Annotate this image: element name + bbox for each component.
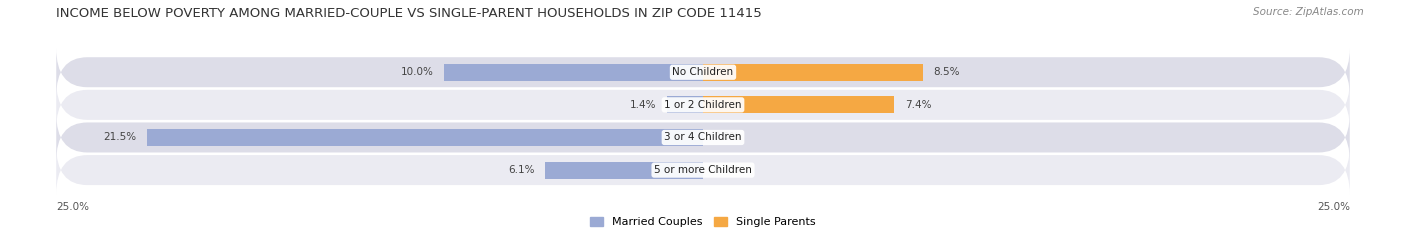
Text: Source: ZipAtlas.com: Source: ZipAtlas.com (1253, 7, 1364, 17)
Text: 1.4%: 1.4% (630, 100, 657, 110)
Bar (546, 162, 703, 178)
Text: 8.5%: 8.5% (934, 67, 960, 77)
Legend: Married Couples, Single Parents: Married Couples, Single Parents (591, 217, 815, 227)
Text: 21.5%: 21.5% (103, 133, 136, 142)
Bar (703, 96, 894, 113)
Text: 1 or 2 Children: 1 or 2 Children (664, 100, 742, 110)
Text: INCOME BELOW POVERTY AMONG MARRIED-COUPLE VS SINGLE-PARENT HOUSEHOLDS IN ZIP COD: INCOME BELOW POVERTY AMONG MARRIED-COUPL… (56, 7, 762, 20)
Text: 0.0%: 0.0% (713, 133, 740, 142)
Bar (666, 96, 703, 113)
Text: 0.0%: 0.0% (713, 165, 740, 175)
Text: 3 or 4 Children: 3 or 4 Children (664, 133, 742, 142)
Bar (703, 64, 922, 81)
Text: 6.1%: 6.1% (509, 165, 534, 175)
FancyBboxPatch shape (56, 48, 1350, 96)
Text: 25.0%: 25.0% (1317, 202, 1350, 212)
Text: 7.4%: 7.4% (905, 100, 931, 110)
Text: 10.0%: 10.0% (401, 67, 434, 77)
FancyBboxPatch shape (56, 113, 1350, 162)
FancyBboxPatch shape (56, 146, 1350, 194)
Text: 25.0%: 25.0% (56, 202, 89, 212)
FancyBboxPatch shape (56, 81, 1350, 129)
Text: No Children: No Children (672, 67, 734, 77)
Text: 5 or more Children: 5 or more Children (654, 165, 752, 175)
Bar (444, 64, 703, 81)
Bar (146, 129, 703, 146)
